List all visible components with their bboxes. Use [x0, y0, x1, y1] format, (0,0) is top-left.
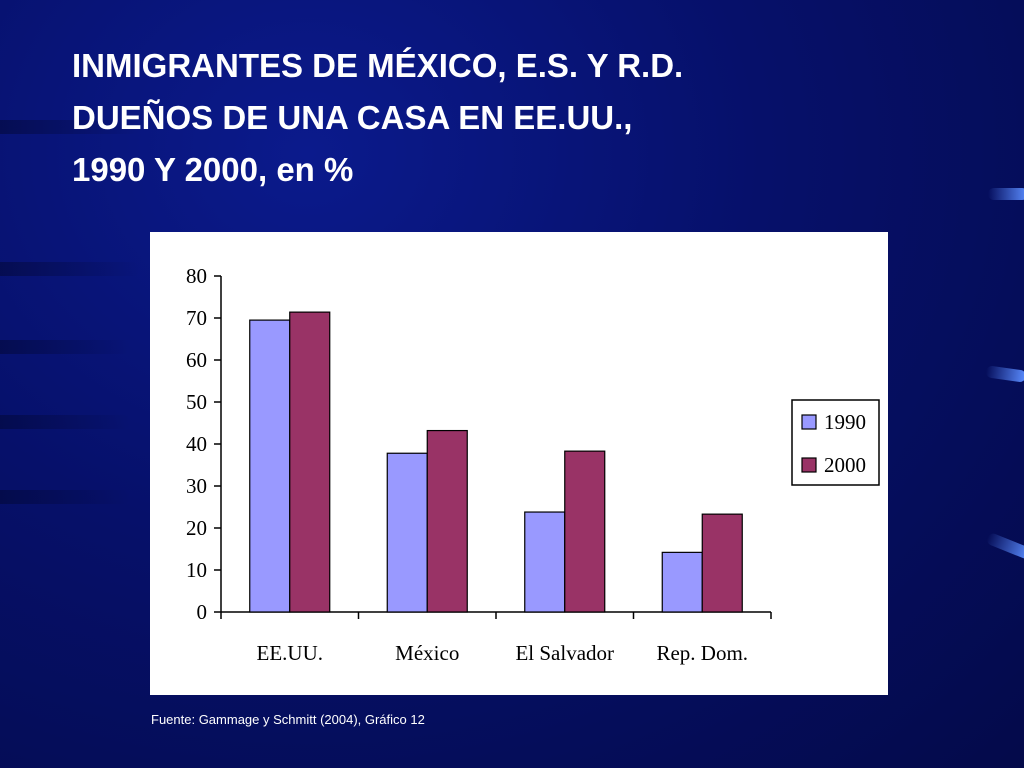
y-tick-label: 50: [186, 390, 207, 414]
bar-2000-EE.UU.: [289, 311, 331, 613]
source-note: Fuente: Gammage y Schmitt (2004), Gráfic…: [151, 712, 425, 727]
background-accent: [988, 188, 1024, 200]
background-streak: [0, 490, 130, 504]
bar-2000-Rep. Dom.: [701, 513, 743, 613]
bar-1990-Rep. Dom.: [661, 551, 703, 613]
y-tick-label: 0: [197, 600, 208, 624]
x-category-label: El Salvador: [515, 641, 614, 665]
legend-label: 2000: [824, 453, 866, 477]
y-tick-label: 60: [186, 348, 207, 372]
y-tick-label: 40: [186, 432, 207, 456]
bar-1990-EE.UU.: [249, 319, 291, 613]
y-tick-label: 20: [186, 516, 207, 540]
background-streak: [0, 415, 130, 429]
legend-box: [791, 399, 880, 486]
y-tick-label: 80: [186, 264, 207, 288]
slide-title: INMIGRANTES DE MÉXICO, E.S. Y R.D. DUEÑO…: [72, 47, 684, 188]
legend-swatch-1990: [801, 414, 817, 430]
bar-2000-El Salvador: [564, 450, 606, 613]
background-streak: [0, 340, 130, 354]
background-accent: [985, 365, 1024, 383]
bar-2000-México: [426, 429, 468, 613]
background-streak: [0, 120, 140, 134]
x-category-label: Rep. Dom.: [656, 641, 748, 665]
bar-1990-México: [386, 452, 428, 613]
background-streak: [0, 262, 140, 276]
y-tick-label: 10: [186, 558, 207, 582]
chart-panel: 0 10 20 30 40 50 60 70 80 EE.UU. México El Salvador…: [150, 232, 888, 695]
x-category-label: EE.UU.: [257, 641, 324, 665]
background-accent: [985, 531, 1024, 561]
x-category-label: México: [395, 641, 459, 665]
bar-chart: 0 10 20 30 40 50 60 70 80 EE.UU. México El Salvador…: [186, 264, 880, 665]
y-tick-label: 70: [186, 306, 207, 330]
y-tick-label: 30: [186, 474, 207, 498]
bar-1990-El Salvador: [524, 511, 566, 613]
legend-label: 1990: [824, 410, 866, 434]
legend-swatch-2000: [801, 457, 817, 473]
